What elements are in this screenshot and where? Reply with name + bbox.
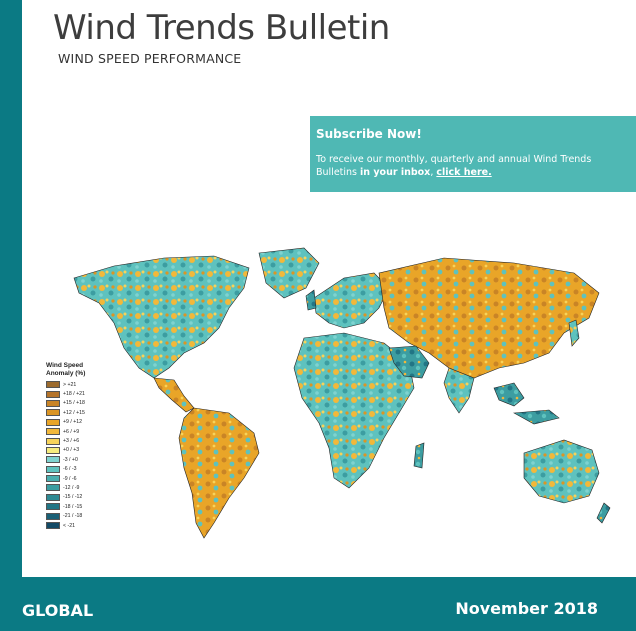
footer-date: November 2018	[455, 599, 598, 618]
legend-label: +0 / +3	[63, 447, 80, 454]
legend-label: -3 / +0	[63, 456, 78, 463]
legend-swatch	[46, 493, 60, 501]
legend-item: +0 / +3	[46, 446, 85, 455]
legend-item: +3 / +6	[46, 436, 85, 445]
legend-label: > +21	[63, 381, 77, 388]
legend-label: -6 / -3	[63, 466, 77, 473]
legend-item: -12 / -9	[46, 483, 85, 492]
legend-item: -15 / -12	[46, 493, 85, 502]
legend-swatch	[46, 512, 60, 520]
subscribe-text-bold: in your inbox	[360, 167, 431, 178]
legend-item: > +21	[46, 380, 85, 389]
legend-item: -6 / -3	[46, 465, 85, 474]
legend-swatch	[46, 381, 60, 389]
legend-item: -9 / -6	[46, 474, 85, 483]
legend-label: +9 / +12	[63, 419, 83, 426]
subscribe-link[interactable]: click here.	[436, 167, 492, 178]
legend-label: +18 / +21	[63, 391, 85, 398]
legend-item: -18 / -15	[46, 502, 85, 511]
wind-anomaly-world-map	[73, 247, 611, 539]
legend-swatch	[46, 399, 60, 407]
legend-item: +12 / +15	[46, 408, 85, 417]
subscribe-text: To receive our monthly, quarterly and an…	[316, 153, 630, 179]
legend-swatch	[46, 503, 60, 511]
legend-label: +12 / +15	[63, 409, 85, 416]
legend-label: < -21	[63, 522, 75, 529]
subscribe-text-mid: ,	[430, 167, 437, 178]
subscribe-text-prefix: To receive our monthly, quarterly and an…	[316, 154, 592, 178]
legend-swatch	[46, 522, 60, 530]
legend-swatch	[46, 418, 60, 426]
legend-item: +15 / +18	[46, 399, 85, 408]
legend-label: -21 / -18	[63, 513, 83, 520]
subscribe-heading: Subscribe Now!	[316, 127, 422, 141]
legend-label: -18 / -15	[63, 503, 83, 510]
page-subtitle: WIND SPEED PERFORMANCE	[58, 51, 242, 66]
legend-title-line1: Wind Speed	[46, 362, 84, 369]
legend-swatch	[46, 446, 60, 454]
legend-label: -9 / -6	[63, 475, 77, 482]
legend-item: -21 / -18	[46, 511, 85, 520]
map-legend: Wind Speed Anomaly (%) > +21 +18 / +21 +15…	[46, 362, 85, 530]
legend-swatch	[46, 437, 60, 445]
legend-swatch	[46, 465, 60, 473]
legend-rows: > +21 +18 / +21 +15 / +18 +12 / +15 +9 / +12…	[46, 380, 85, 530]
legend-label: +3 / +6	[63, 438, 80, 445]
legend-swatch	[46, 484, 60, 492]
left-brand-bar	[0, 0, 22, 631]
footer-bar: GLOBAL November 2018	[0, 577, 636, 631]
legend-swatch	[46, 456, 60, 464]
legend-item: +18 / +21	[46, 389, 85, 398]
legend-swatch	[46, 390, 60, 398]
legend-swatch	[46, 428, 60, 436]
page-title: Wind Trends Bulletin	[53, 8, 390, 48]
legend-label: +15 / +18	[63, 400, 85, 407]
legend-swatch	[46, 475, 60, 483]
legend-swatch	[46, 409, 60, 417]
subscribe-box: Subscribe Now! To receive our monthly, q…	[310, 116, 636, 192]
legend-title-line2: Anomaly (%)	[46, 370, 86, 377]
legend-item: +9 / +12	[46, 418, 85, 427]
legend-label: -15 / -12	[63, 494, 83, 501]
legend-label: -12 / -9	[63, 484, 80, 491]
legend-label: +6 / +9	[63, 428, 80, 435]
footer-region: GLOBAL	[22, 601, 94, 620]
legend-item: < -21	[46, 521, 85, 530]
legend-item: +6 / +9	[46, 427, 85, 436]
legend-item: -3 / +0	[46, 455, 85, 464]
